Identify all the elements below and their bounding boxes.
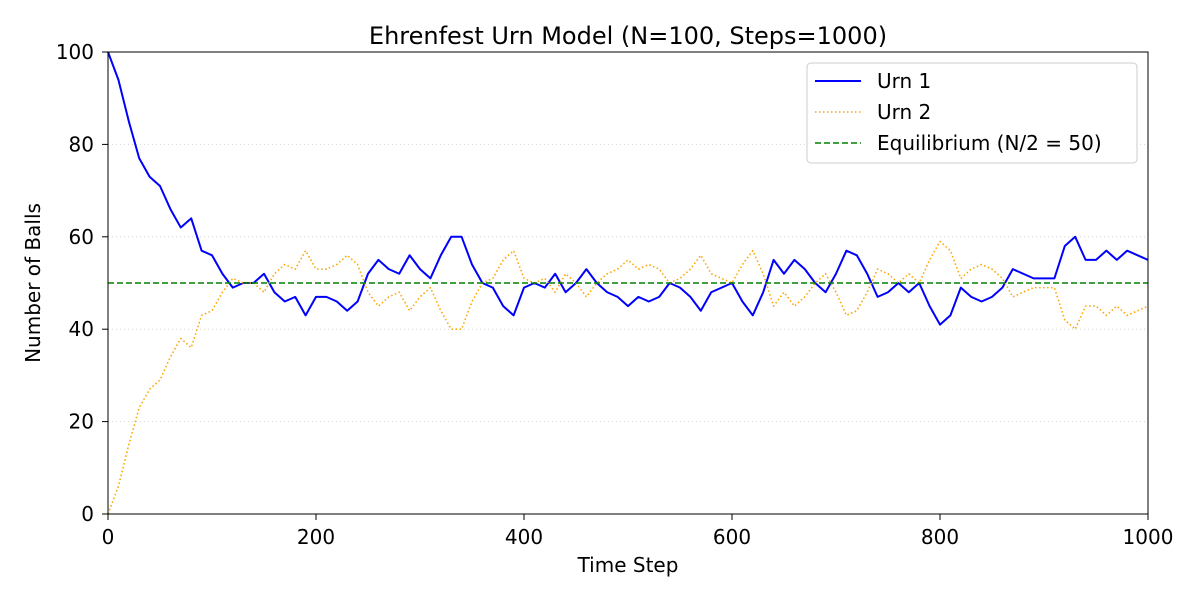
x-tick-label-5: 1000 [1123, 525, 1174, 549]
x-tick-label-0: 0 [102, 525, 115, 549]
series-line-urn-1 [107, 51, 1149, 326]
series-line-urn-2 [107, 240, 1149, 515]
legend-label-urn-2: Urn 2 [877, 100, 931, 124]
y-axis-label: Number of Balls [21, 203, 45, 363]
plot-frame [107, 51, 1149, 515]
y-tick-label-0: 0 [81, 502, 94, 526]
x-tick-label-4: 800 [921, 525, 959, 549]
y-tick-label-3: 60 [69, 225, 94, 249]
y-tick-label-2: 40 [69, 317, 94, 341]
x-tick-label-1: 200 [297, 525, 335, 549]
legend: Urn 1 Urn 2 Equilibrium (N/2 = 50) [806, 62, 1138, 164]
legend-box [806, 62, 1138, 164]
axis-ticks: 0 200 400 600 800 1000 0 20 40 60 80 100 [56, 40, 1174, 549]
x-tick-label-3: 600 [713, 525, 751, 549]
legend-label-urn-1: Urn 1 [877, 69, 931, 93]
x-tick-label-2: 400 [505, 525, 543, 549]
y-tick-label-1: 20 [69, 410, 94, 434]
series-layer [107, 51, 1149, 515]
chart-title: Ehrenfest Urn Model (N=100, Steps=1000) [369, 22, 887, 50]
y-tick-label-4: 80 [69, 132, 94, 156]
x-axis-label: Time Step [577, 553, 679, 577]
grid-lines [108, 143, 1148, 423]
y-tick-label-5: 100 [56, 40, 94, 64]
legend-label-equilibrium-n-2-50: Equilibrium (N/2 = 50) [877, 131, 1102, 155]
